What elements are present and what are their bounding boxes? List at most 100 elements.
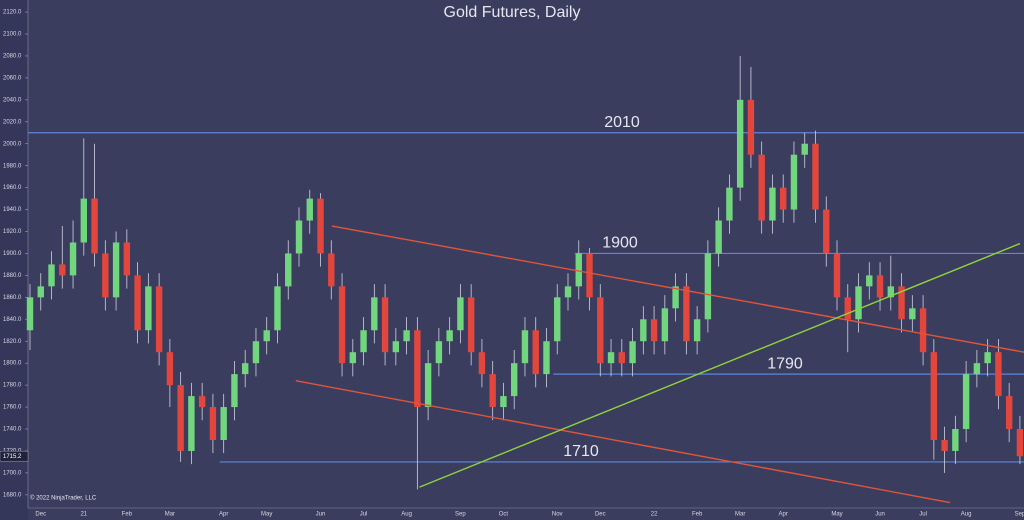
y-tick-label: 1820.0: [3, 339, 22, 345]
candle-body: [48, 264, 55, 287]
trend-line: [419, 242, 1021, 488]
y-tick-label: 1900.0: [3, 251, 22, 257]
y-tick-label: 1680.0: [3, 492, 22, 498]
candle-body: [500, 396, 507, 408]
candle-body: [823, 209, 830, 254]
x-tick-label: Aug: [401, 512, 412, 518]
candle-body: [188, 396, 195, 451]
candle-body: [198, 396, 206, 408]
candle-body: [898, 286, 905, 320]
x-tick-label: Apr: [779, 512, 788, 518]
candle-body: [478, 352, 486, 375]
y-tick-label: 1700.0: [3, 470, 22, 476]
candle-body: [790, 154, 798, 210]
candle-body: [446, 330, 453, 342]
candle-body: [715, 220, 722, 254]
candle-body: [586, 253, 593, 298]
candle-body: [1005, 396, 1013, 430]
x-tick-label: Feb: [692, 512, 703, 518]
y-tick-label: 1960.0: [3, 185, 22, 191]
candle-body: [866, 275, 873, 287]
x-tick-label: Dec: [595, 512, 606, 518]
x-tick-label: Mar: [165, 512, 175, 518]
candle-body: [80, 198, 87, 243]
x-tick-label: 21: [80, 512, 87, 518]
y-tick-label: 1800.0: [3, 361, 22, 367]
y-tick-label: 2120.0: [3, 10, 22, 16]
candle-body: [564, 286, 572, 298]
y-tick-label: 1940.0: [3, 207, 22, 213]
candle-body: [780, 187, 787, 210]
candle-body: [672, 286, 679, 309]
candle-body: [962, 374, 970, 430]
y-tick-label: 1760.0: [3, 405, 22, 411]
x-tick-label: Jul: [919, 512, 927, 518]
candle-body: [683, 286, 690, 342]
candle-body: [995, 352, 1002, 397]
candle-body: [26, 297, 34, 331]
level-label: 2010: [604, 114, 640, 131]
candle-body: [123, 242, 131, 276]
chart-title: Gold Futures, Daily: [444, 4, 581, 21]
candle-body: [91, 198, 98, 254]
candle-body: [274, 286, 281, 331]
candle-body: [597, 297, 604, 364]
level-label: 1900: [602, 235, 638, 252]
candle-body: [424, 363, 432, 408]
candle-body: [618, 352, 625, 364]
x-tick-label: Nov: [552, 512, 563, 518]
y-tick-label: 2060.0: [3, 75, 22, 81]
candle-body: [812, 143, 819, 210]
candle-body: [833, 253, 841, 298]
candle-body: [887, 286, 894, 298]
candle-body: [704, 253, 712, 320]
candle-body: [844, 297, 851, 320]
x-tick-label: Apr: [219, 512, 228, 518]
candle-body: [69, 242, 77, 276]
candle-body: [543, 341, 550, 375]
candle-body: [338, 286, 346, 364]
candle-body: [435, 341, 443, 364]
candle-body: [360, 330, 367, 353]
x-tick-label: Mar: [735, 512, 745, 518]
y-tick-label: 2080.0: [3, 54, 22, 60]
candle-body: [134, 275, 141, 331]
candle-body: [919, 308, 927, 353]
candle-body: [371, 297, 378, 331]
candle-body: [726, 187, 733, 221]
y-tick-label: 2000.0: [3, 141, 22, 147]
candle-body: [285, 253, 292, 287]
candle-body: [166, 352, 174, 386]
candle-body: [263, 330, 270, 342]
candle-body: [220, 407, 227, 440]
candle-body: [209, 407, 217, 440]
candle-body: [37, 286, 44, 298]
candle-body: [349, 352, 356, 364]
candle-body: [629, 341, 636, 364]
candle-body: [457, 297, 464, 331]
candle-body: [155, 286, 163, 353]
trend-line: [295, 380, 951, 504]
candle-body: [973, 363, 981, 375]
x-tick-label: Sep: [1015, 512, 1024, 518]
trend-line: [331, 225, 1024, 353]
candle-body: [769, 187, 776, 221]
candle-body: [306, 198, 313, 221]
last-price-box: [0, 450, 29, 462]
x-tick-label: Jun: [875, 512, 885, 518]
candle-body: [930, 352, 938, 440]
candle-body: [521, 330, 529, 364]
candle-body: [112, 242, 120, 298]
x-tick-label: 22: [651, 512, 658, 518]
y-tick-label: 1740.0: [3, 427, 22, 433]
candle-body: [59, 264, 66, 276]
candle-body: [952, 429, 959, 451]
y-tick-label: 1840.0: [3, 317, 22, 323]
candle-body: [661, 308, 669, 342]
y-tick-label: 2040.0: [3, 97, 22, 103]
x-tick-label: May: [261, 512, 272, 518]
last-price-label: 1715.2: [3, 454, 22, 460]
